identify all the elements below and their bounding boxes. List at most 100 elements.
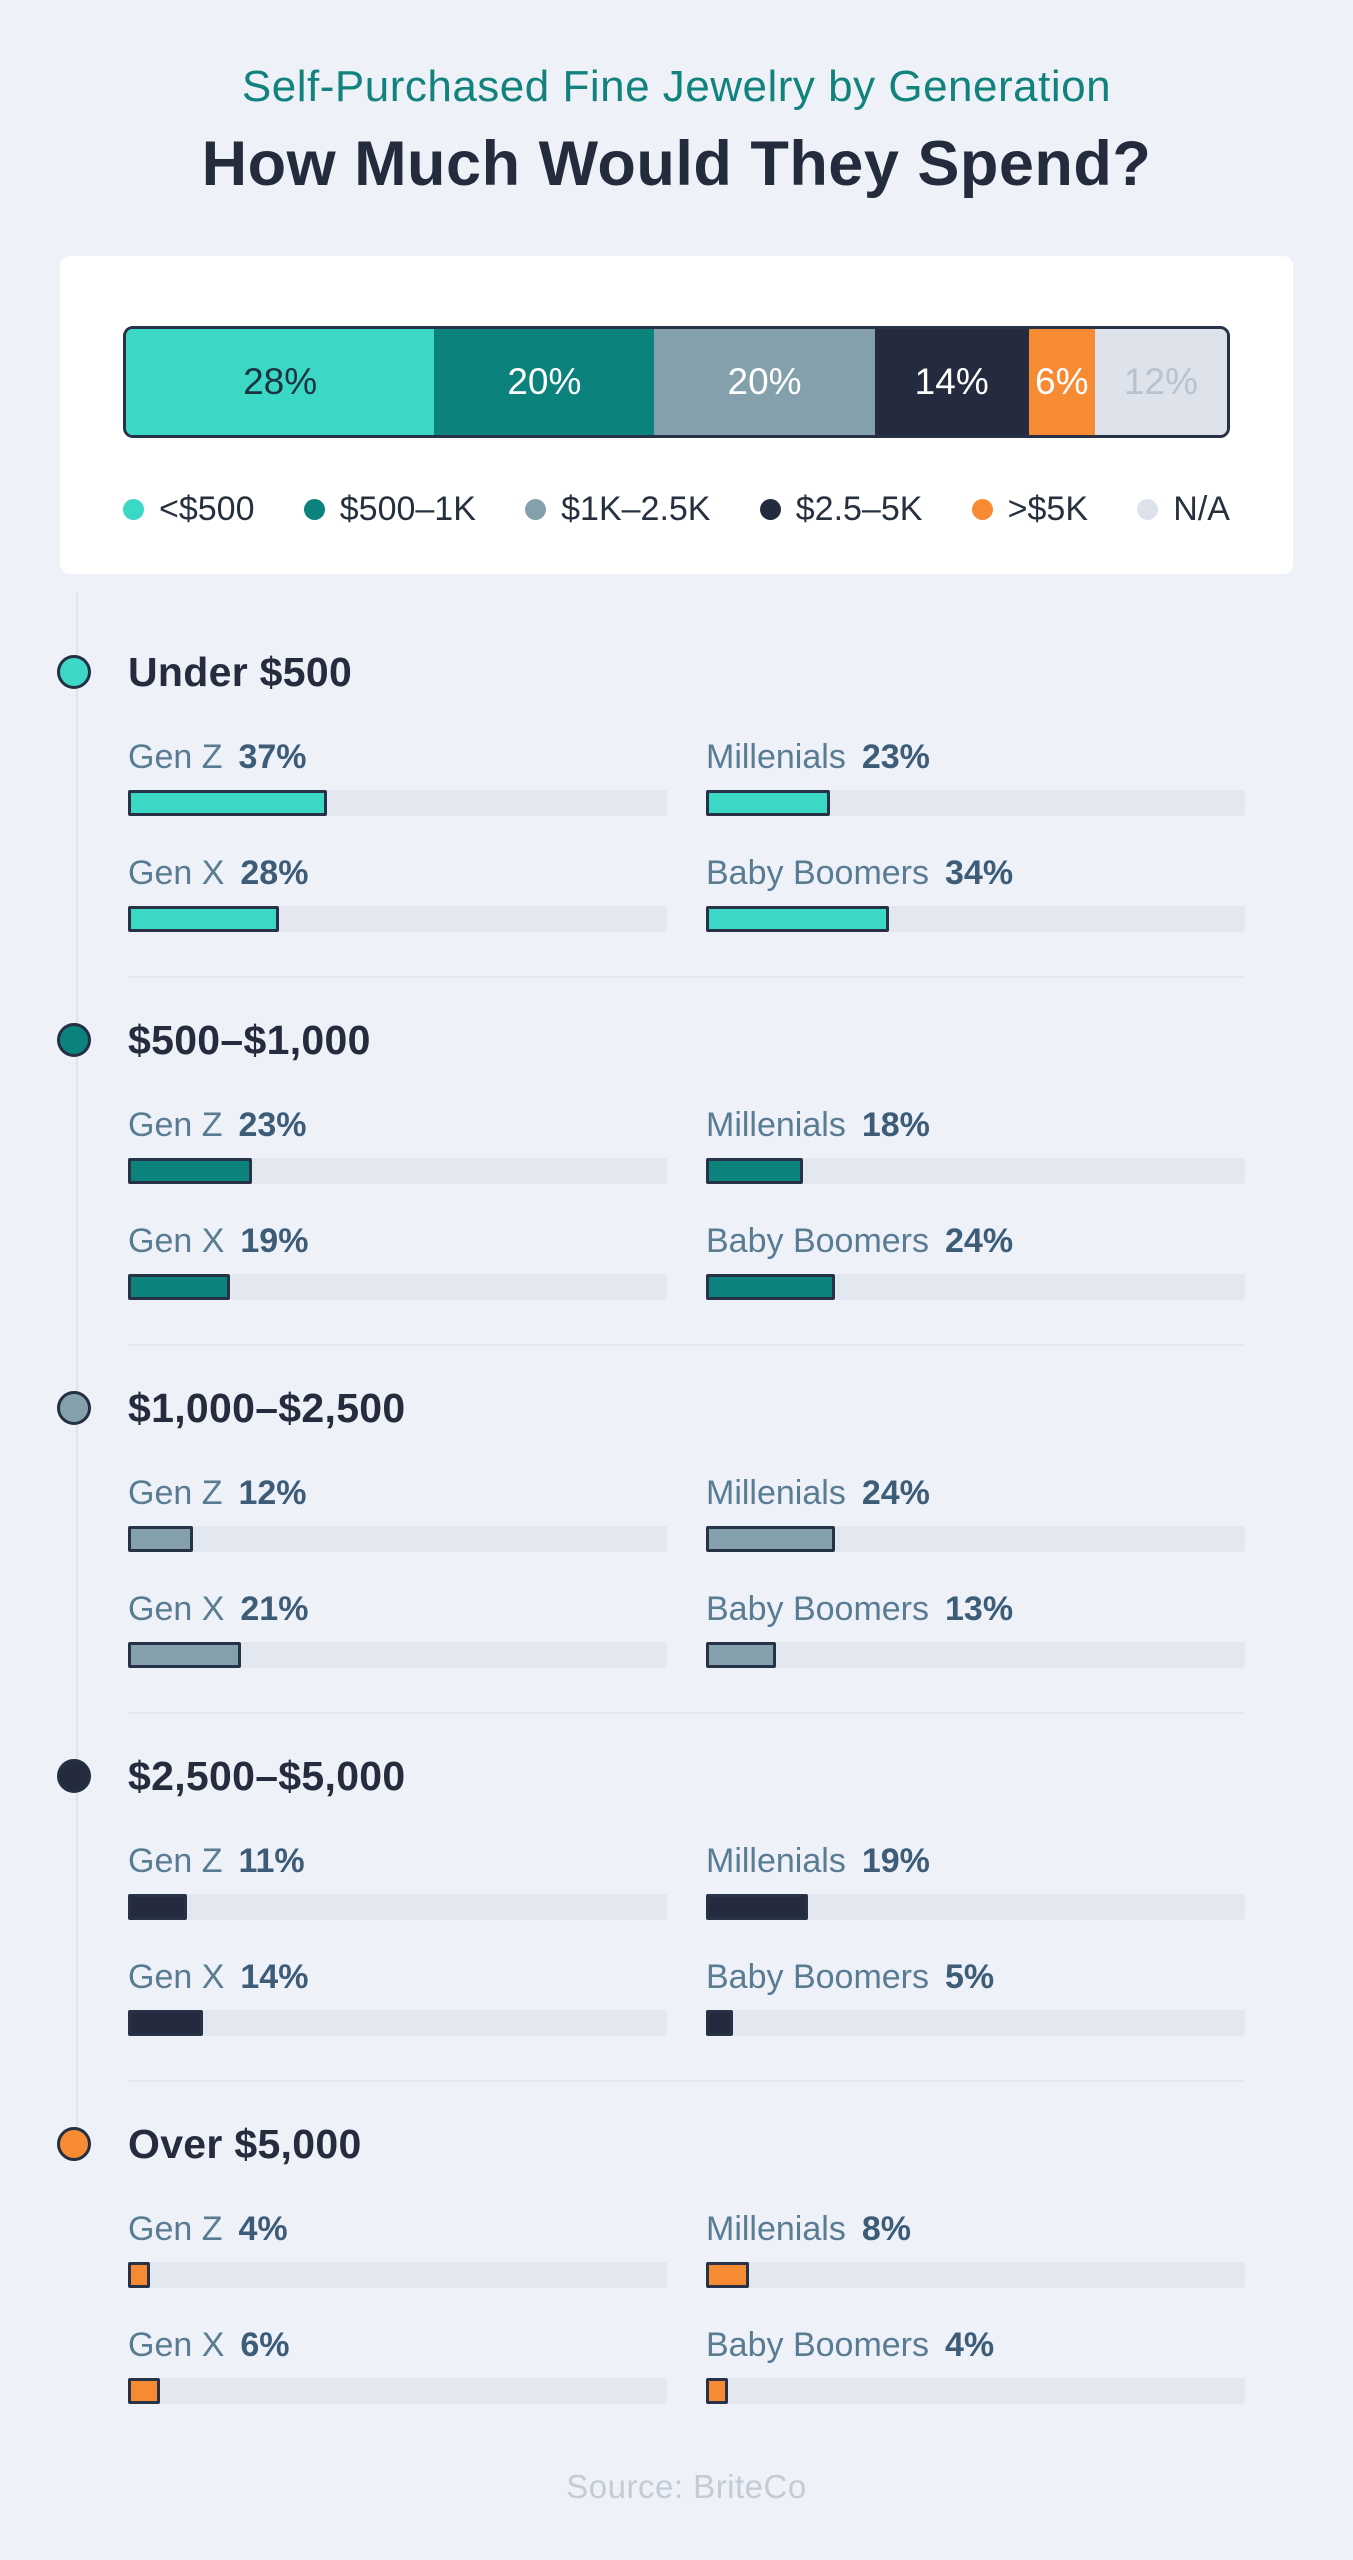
- bar-fill: [706, 2262, 750, 2288]
- gen-stat: Gen X 19%: [128, 1222, 667, 1300]
- gen-stat: Millenials 19%: [706, 1842, 1245, 1920]
- section-title: Over $5,000: [128, 2120, 362, 2167]
- bar-fill: [706, 2378, 728, 2404]
- bar-track: [128, 1894, 667, 1920]
- gen-stat: Baby Boomers 5%: [706, 1958, 1245, 2036]
- legend-item-over-5k: >$5K: [971, 490, 1089, 529]
- generation-value: 14%: [240, 1958, 309, 1996]
- bar-fill: [128, 1642, 242, 1668]
- overview-card: 28% 20% 20% 14% 6% 12% <$500 $500–1K $1K…: [60, 256, 1293, 574]
- bar-track: [128, 790, 667, 816]
- section-divider: [128, 976, 1245, 978]
- generation-label: Gen X: [128, 1958, 225, 1996]
- bar-fill: [706, 906, 890, 932]
- bar-fill: [128, 1274, 231, 1300]
- bar-track: [128, 1526, 667, 1552]
- bar-fill: [128, 1894, 188, 1920]
- stacked-segment-under-500: 28%: [126, 329, 435, 435]
- bar-fill: [706, 1274, 836, 1300]
- source-note: Source: BriteCo: [566, 2468, 807, 2505]
- generation-value: 21%: [240, 1590, 309, 1628]
- generation-value: 24%: [861, 1474, 930, 1512]
- generation-label: Millenials: [706, 1106, 846, 1144]
- bar-track: [128, 906, 667, 932]
- gen-stat: Baby Boomers 34%: [706, 854, 1245, 932]
- gen-stat: Millenials 8%: [706, 2210, 1245, 2288]
- legend-dot-icon: [525, 499, 547, 520]
- generation-label: Gen Z: [128, 1474, 223, 1512]
- stacked-segment-na: 12%: [1094, 329, 1227, 435]
- section-title: $500–$1,000: [128, 1016, 371, 1063]
- sections: Under $500 Gen Z 37% Millenials 23% Gen X 2…: [57, 648, 1245, 2506]
- stacked-segment-500-1k: 20%: [434, 329, 655, 435]
- generation-label: Baby Boomers: [706, 1222, 929, 1260]
- generation-value: 19%: [861, 1842, 930, 1880]
- gen-stat: Gen Z 11%: [128, 1842, 667, 1920]
- segment-label: 28%: [243, 361, 318, 402]
- generation-label: Baby Boomers: [706, 2326, 929, 2364]
- section-divider: [128, 1344, 1245, 1346]
- generation-value: 19%: [240, 1222, 309, 1260]
- section-divider: [128, 1712, 1245, 1714]
- generation-grid: Gen Z 4% Millenials 8% Gen X 6% Baby Boomer…: [128, 2210, 1245, 2404]
- generation-label: Gen Z: [128, 1842, 223, 1880]
- bar-fill: [706, 2010, 733, 2036]
- gen-stat: Gen Z 4%: [128, 2210, 667, 2288]
- bar-fill: [706, 1642, 777, 1668]
- gen-stat: Millenials 24%: [706, 1474, 1245, 1552]
- section-marker-dot: [57, 655, 91, 689]
- generation-value: 28%: [240, 854, 309, 892]
- generation-label: Millenials: [706, 738, 846, 776]
- gen-stat: Gen X 14%: [128, 1958, 667, 2036]
- bar-track: [706, 1642, 1245, 1668]
- section-500-1000: $500–$1,000 Gen Z 23% Millenials 18% Gen X…: [57, 1016, 1245, 1300]
- generation-label: Gen Z: [128, 2210, 223, 2248]
- bar-fill: [128, 2010, 204, 2036]
- legend-item-1k-2.5k: $1K–2.5K: [525, 490, 711, 529]
- legend-label: N/A: [1173, 490, 1230, 528]
- legend-item-500-1k: $500–1K: [303, 490, 476, 529]
- header: Self-Purchased Fine Jewelry by Generatio…: [0, 0, 1353, 200]
- bar-fill: [128, 1526, 193, 1552]
- bar-fill: [128, 1158, 252, 1184]
- bar-track: [706, 2010, 1245, 2036]
- generation-value: 34%: [945, 854, 1014, 892]
- bar-track: [706, 790, 1245, 816]
- generation-value: 6%: [240, 2326, 290, 2364]
- section-marker-dot: [57, 1391, 91, 1425]
- segment-label: 14%: [914, 361, 989, 402]
- stacked-segment-1k-2.5k: 20%: [654, 329, 875, 435]
- legend-label: >$5K: [1007, 490, 1089, 528]
- gen-stat: Gen X 6%: [128, 2326, 667, 2404]
- generation-value: 12%: [238, 1474, 307, 1512]
- generation-value: 18%: [861, 1106, 930, 1144]
- legend-label: $500–1K: [339, 490, 476, 528]
- page-title: How Much Would They Spend?: [201, 129, 1152, 199]
- section-marker-dot: [57, 1023, 91, 1057]
- generation-label: Millenials: [706, 1474, 846, 1512]
- bar-fill: [706, 1894, 809, 1920]
- bar-track: [706, 1158, 1245, 1184]
- section-marker-dot: [57, 2127, 91, 2161]
- bar-fill: [706, 1158, 804, 1184]
- bar-track: [706, 1274, 1245, 1300]
- bar-track: [706, 1526, 1245, 1552]
- generation-label: Millenials: [706, 2210, 846, 2248]
- generation-label: Millenials: [706, 1842, 846, 1880]
- section-under-500: Under $500 Gen Z 37% Millenials 23% Gen X 2…: [57, 648, 1245, 932]
- generation-grid: Gen Z 12% Millenials 24% Gen X 21% Baby Boo…: [128, 1474, 1245, 1668]
- generation-label: Gen X: [128, 1590, 225, 1628]
- gen-stat: Gen X 21%: [128, 1590, 667, 1668]
- bar-fill: [706, 1526, 836, 1552]
- gen-stat: Gen X 28%: [128, 854, 667, 932]
- generation-value: 11%: [238, 1842, 305, 1880]
- legend-dot-icon: [1137, 499, 1159, 520]
- generation-value: 13%: [945, 1590, 1014, 1628]
- gen-stat: Baby Boomers 4%: [706, 2326, 1245, 2404]
- stacked-segment-over-5k: 6%: [1028, 329, 1095, 435]
- gen-stat: Baby Boomers 13%: [706, 1590, 1245, 1668]
- section-title: $2,500–$5,000: [128, 1752, 406, 1799]
- bar-fill: [706, 790, 830, 816]
- section-2500-5000: $2,500–$5,000 Gen Z 11% Millenials 19% Gen…: [57, 1752, 1245, 2036]
